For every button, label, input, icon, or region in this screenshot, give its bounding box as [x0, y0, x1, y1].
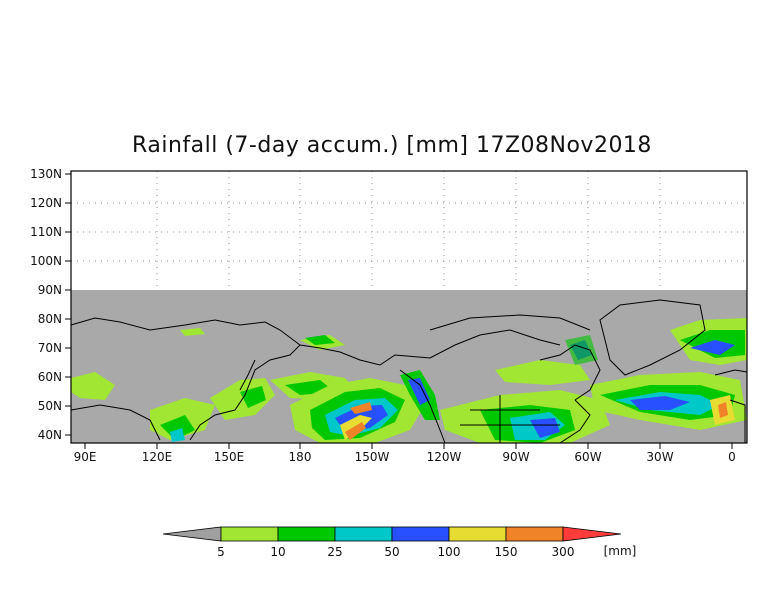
legend-swatch [391, 526, 450, 542]
map-title: Rainfall (7-day accum.) [mm] 17Z08Nov201… [132, 133, 652, 158]
rainfall-field [71, 318, 747, 443]
legend-tick-label: 100 [438, 545, 461, 559]
legend-tick-label: 5 [217, 545, 225, 559]
legend-tick-label: 25 [327, 545, 342, 559]
lon-label: 120W [427, 450, 462, 464]
lon-axis: 90E 120E 150E 180 150W 120W 90W 60W 30W … [74, 450, 736, 464]
legend-tick-label: 300 [552, 545, 575, 559]
lat-label: 50N [38, 399, 62, 413]
lat-label: 60N [38, 370, 62, 384]
lon-label: 150E [214, 450, 245, 464]
lat-label: 70N [38, 341, 62, 355]
legend-tick-label: 50 [384, 545, 399, 559]
lon-label: 30W [646, 450, 673, 464]
lat-label: 90N [38, 283, 62, 297]
axis-ticks [65, 173, 733, 449]
lon-label: 150W [355, 450, 390, 464]
legend-swatch [448, 526, 507, 542]
lat-label: 40N [38, 428, 62, 442]
lon-label: 120E [142, 450, 173, 464]
coastlines [70, 299, 748, 444]
lon-label: 90E [74, 450, 97, 464]
lon-label: 180 [289, 450, 312, 464]
lat-label: 110N [30, 225, 62, 239]
legend-tick-label: 150 [495, 545, 518, 559]
legend-swatch [334, 526, 393, 542]
lat-label: 130N [30, 167, 62, 181]
lon-label: 90W [502, 450, 529, 464]
lon-label: 0 [728, 450, 736, 464]
lon-label: 60W [574, 450, 601, 464]
lat-axis: 130N 120N 110N 100N 90N 80N 70N 60N 50N … [30, 167, 62, 442]
legend-unit: [mm] [604, 544, 637, 558]
legend-swatch [220, 526, 279, 542]
color-legend: 5 10 25 50 100 150 300 [mm] [162, 526, 637, 559]
lat-label: 120N [30, 196, 62, 210]
plot-frame [70, 170, 748, 444]
lat-label: 80N [38, 312, 62, 326]
legend-swatch [162, 526, 222, 542]
legend-swatch [505, 526, 564, 542]
legend-swatch [277, 526, 336, 542]
lat-label: 100N [30, 254, 62, 268]
legend-tick-label: 10 [270, 545, 285, 559]
legend-swatch [562, 526, 622, 542]
